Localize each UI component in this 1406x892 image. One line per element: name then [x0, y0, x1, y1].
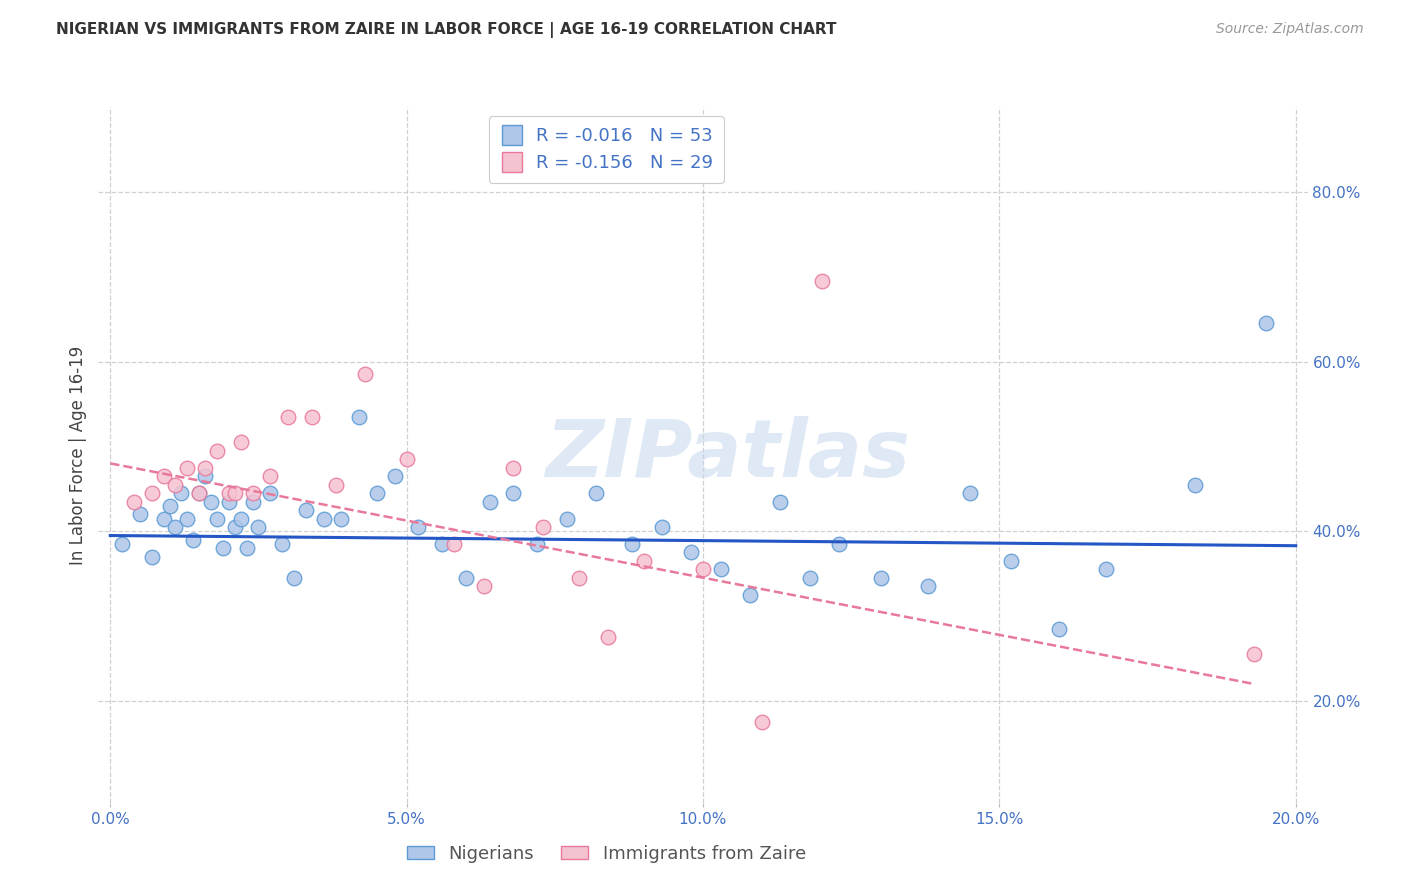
Legend: Nigerians, Immigrants from Zaire: Nigerians, Immigrants from Zaire	[399, 838, 813, 871]
Point	[111, 537, 134, 551]
Point	[277, 409, 299, 424]
Point	[1047, 622, 1070, 636]
Point	[218, 486, 240, 500]
Point	[141, 549, 163, 564]
Point	[170, 486, 193, 500]
Point	[585, 486, 607, 500]
Point	[526, 537, 548, 551]
Point	[271, 537, 294, 551]
Point	[692, 562, 714, 576]
Point	[443, 537, 465, 551]
Point	[188, 486, 211, 500]
Point	[259, 486, 281, 500]
Point	[472, 579, 495, 593]
Point	[242, 494, 264, 508]
Point	[454, 571, 477, 585]
Point	[259, 469, 281, 483]
Point	[122, 494, 145, 508]
Point	[567, 571, 589, 585]
Point	[152, 511, 174, 525]
Point	[650, 520, 672, 534]
Point	[229, 435, 252, 450]
Point	[681, 545, 703, 559]
Point	[917, 579, 939, 593]
Point	[212, 541, 235, 556]
Point	[366, 486, 388, 500]
Point	[229, 511, 252, 525]
Point	[799, 571, 821, 585]
Point	[869, 571, 891, 585]
Point	[408, 520, 430, 534]
Point	[710, 562, 733, 576]
Point	[218, 494, 240, 508]
Point	[235, 541, 257, 556]
Point	[129, 508, 152, 522]
Point	[159, 499, 181, 513]
Point	[1095, 562, 1118, 576]
Point	[188, 486, 211, 500]
Point	[205, 443, 228, 458]
Text: ZIPatlas: ZIPatlas	[544, 416, 910, 494]
Point	[531, 520, 554, 534]
Point	[152, 469, 174, 483]
Point	[141, 486, 163, 500]
Point	[432, 537, 454, 551]
Point	[478, 494, 501, 508]
Point	[247, 520, 270, 534]
Point	[325, 477, 347, 491]
Point	[769, 494, 792, 508]
Point	[502, 460, 524, 475]
Point	[165, 477, 187, 491]
Point	[165, 520, 187, 534]
Point	[330, 511, 353, 525]
Point	[740, 588, 762, 602]
Point	[810, 274, 832, 288]
Point	[224, 486, 246, 500]
Point	[283, 571, 305, 585]
Point	[224, 520, 246, 534]
Point	[194, 460, 217, 475]
Point	[1000, 554, 1022, 568]
Text: NIGERIAN VS IMMIGRANTS FROM ZAIRE IN LABOR FORCE | AGE 16-19 CORRELATION CHART: NIGERIAN VS IMMIGRANTS FROM ZAIRE IN LAB…	[56, 22, 837, 38]
Point	[555, 511, 578, 525]
Point	[176, 460, 198, 475]
Point	[620, 537, 643, 551]
Text: Source: ZipAtlas.com: Source: ZipAtlas.com	[1216, 22, 1364, 37]
Point	[1243, 648, 1265, 662]
Point	[751, 715, 773, 730]
Point	[200, 494, 222, 508]
Point	[354, 368, 377, 382]
Point	[1184, 477, 1206, 491]
Point	[312, 511, 335, 525]
Point	[205, 511, 228, 525]
Point	[598, 631, 620, 645]
Point	[176, 511, 198, 525]
Point	[242, 486, 264, 500]
Point	[395, 452, 418, 467]
Point	[301, 409, 323, 424]
Point	[502, 486, 524, 500]
Y-axis label: In Labor Force | Age 16-19: In Labor Force | Age 16-19	[69, 345, 87, 565]
Point	[1254, 317, 1277, 331]
Point	[194, 469, 217, 483]
Point	[384, 469, 406, 483]
Point	[633, 554, 655, 568]
Point	[347, 409, 370, 424]
Point	[828, 537, 851, 551]
Point	[181, 533, 204, 547]
Point	[295, 503, 318, 517]
Point	[959, 486, 981, 500]
